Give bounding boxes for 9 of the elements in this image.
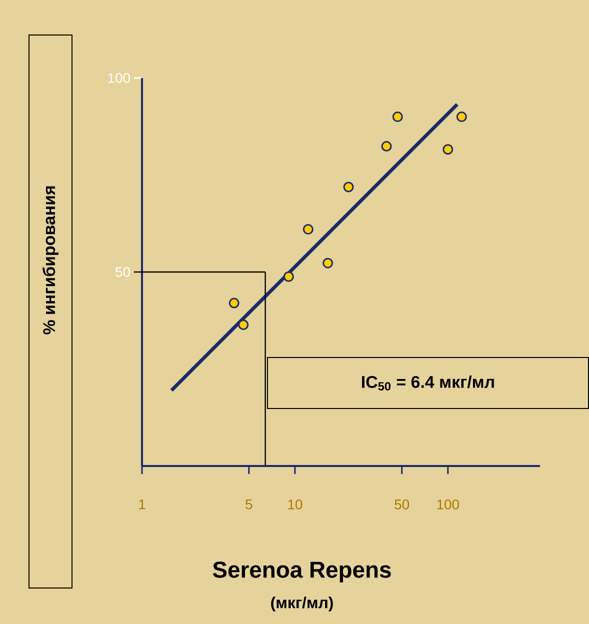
text: (мкг/мл)	[271, 596, 333, 612]
x-tick-label: 1	[139, 500, 146, 510]
x-tick-label: 50	[394, 500, 410, 510]
x-tick-label: 5	[246, 500, 252, 510]
x-tick-label: 100	[437, 500, 460, 510]
x-axis-title: Serenoa Repens	[212, 562, 391, 582]
x-tick-label: 10	[288, 500, 302, 510]
annotation: IC$_{50}$ = 6.4 мкг/мл	[362, 376, 494, 390]
y-axis-title: % ингибирования	[42, 186, 58, 334]
